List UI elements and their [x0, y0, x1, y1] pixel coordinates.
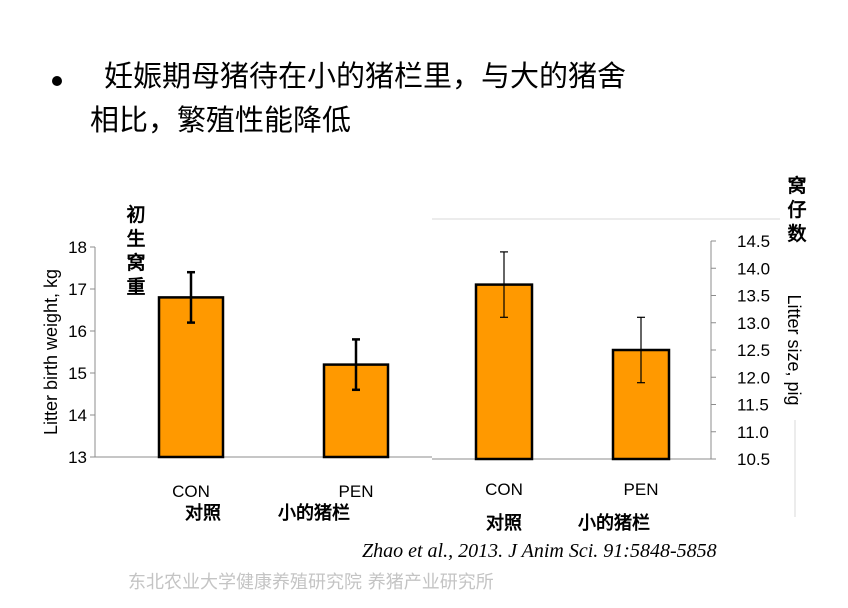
y-tick-label: 10.5: [737, 450, 770, 469]
y-axis-title-cn-char: 数: [787, 222, 807, 245]
y-tick-label: 14.5: [737, 232, 770, 251]
y-tick-label: 12.5: [737, 341, 770, 360]
y-tick-label: 13.5: [737, 287, 770, 306]
bullet-dot: [52, 76, 62, 86]
y-tick-label: 12.0: [737, 368, 770, 387]
y-axis-title-cn-char: 仔: [787, 198, 806, 221]
y-axis-title: Litter birth weight, kg: [41, 269, 61, 435]
y-tick-label: 11.5: [737, 396, 769, 415]
y-axis-title-cn-char: 生: [126, 227, 145, 250]
y-tick-label: 13.0: [737, 314, 770, 333]
x-category-label: CON: [485, 480, 523, 499]
x-category-label: PEN: [339, 482, 374, 501]
x-category-label: CON: [172, 482, 210, 501]
y-axis-title-cn-char: 初: [126, 203, 145, 226]
y-tick-label: 14.0: [737, 259, 770, 278]
y-tick-label: 15: [68, 364, 87, 383]
x-category-label-cn: 对照: [185, 502, 221, 523]
x-category-label-cn: 对照: [486, 512, 522, 533]
y-axis-title-cn-char: 窝: [787, 174, 806, 197]
citation: Zhao et al., 2013. J Anim Sci. 91:5848-5…: [362, 540, 717, 562]
bullet-text-line-2: 相比，繁殖性能降低: [90, 103, 352, 137]
y-tick-label: 13: [68, 448, 87, 467]
y-tick-label: 17: [68, 280, 87, 299]
x-category-label: PEN: [624, 480, 659, 499]
y-axis-title-cn-char: 窝: [126, 251, 145, 274]
footer-institution: 东北农业大学健康养殖研究院 养猪产业研究所: [128, 572, 494, 593]
y-tick-label: 14: [68, 406, 87, 425]
y-axis-title-cn-char: 重: [126, 276, 145, 298]
y-axis-title: Litter size, pig: [784, 294, 804, 405]
x-category-label-cn: 小的猪栏: [278, 502, 350, 523]
x-category-label-cn: 小的猪栏: [578, 512, 650, 533]
bullet-text-line-1: 妊娠期母猪待在小的猪栏里，与大的猪舍: [104, 59, 627, 93]
y-tick-label: 11.0: [737, 423, 769, 442]
y-tick-label: 18: [68, 238, 87, 257]
y-tick-label: 16: [68, 322, 87, 341]
